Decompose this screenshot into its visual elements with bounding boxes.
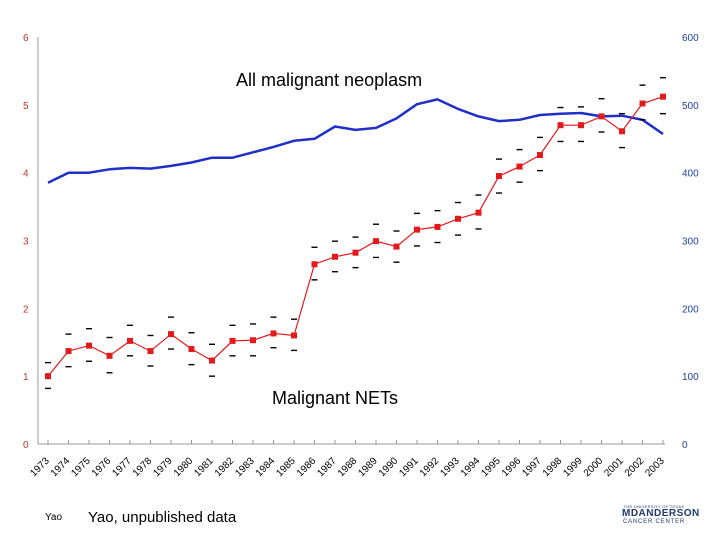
x-tick-label: 1976 [90, 455, 114, 479]
logo-line-1: THE UNIVERSITY OF TEXAS [623, 504, 685, 509]
data-point-nets [578, 122, 584, 129]
data-point-nets [106, 352, 113, 359]
data-point-nets [537, 152, 543, 159]
series-all-malignant [47, 98, 664, 184]
x-tick-label: 2003 [643, 455, 667, 479]
x-tick-label: 1988 [336, 455, 360, 479]
footer-credit: Yao, unpublished data [88, 509, 237, 526]
y-left-tick-label: 0 [23, 440, 29, 451]
x-tick-label: 1994 [459, 455, 483, 479]
data-point-nets [65, 348, 72, 355]
data-point-nets [270, 330, 277, 337]
series-malignant-nets [45, 76, 666, 390]
y-right-tick-label: 500 [682, 101, 699, 112]
x-tick-label: 1979 [151, 455, 175, 479]
x-tick-label: 1985 [274, 455, 298, 479]
data-point-nets [373, 238, 379, 245]
logo-line-2: MDANDERSON [622, 508, 700, 519]
x-tick-label: 1998 [541, 455, 565, 479]
data-point-nets [414, 226, 420, 233]
data-point-nets [496, 173, 502, 180]
data-point-nets [557, 122, 564, 129]
x-tick-label: 1978 [131, 455, 155, 479]
data-point-nets [352, 249, 359, 256]
data-point-nets [639, 100, 646, 107]
x-tick-label: 1980 [172, 455, 196, 479]
data-point-nets [619, 128, 625, 135]
x-tick-label: 1995 [479, 455, 503, 479]
annotation-all-malignant: All malignant neoplasm [236, 70, 422, 90]
data-point-nets [229, 337, 236, 344]
y-left-tick-label: 4 [23, 169, 29, 180]
x-tick-label: 1975 [69, 455, 93, 479]
data-point-nets [475, 209, 482, 216]
annotation-malignant-nets: Malignant NETs [272, 388, 398, 408]
x-tick-label: 1984 [254, 455, 278, 479]
data-point-nets [311, 261, 318, 268]
x-tick-label: 1974 [49, 455, 73, 479]
data-point-nets [127, 337, 133, 344]
data-point-nets [660, 93, 666, 100]
data-point-nets [168, 331, 174, 338]
y-left-tick-label: 5 [23, 101, 29, 112]
y-right-tick-label: 300 [682, 237, 699, 248]
data-point-nets [86, 342, 92, 349]
data-point-nets [393, 243, 400, 250]
x-tick-label: 1990 [377, 455, 401, 479]
y-right-tick-label: 100 [682, 372, 699, 383]
footer-small-label: Yao [45, 512, 63, 523]
data-point-nets [516, 163, 523, 170]
y-right-tick-label: 200 [682, 304, 699, 315]
x-tick-label: 1991 [397, 455, 421, 479]
data-point-nets [45, 373, 51, 380]
x-tick-label: 1992 [418, 455, 442, 479]
y-right-tick-label: 0 [682, 440, 688, 451]
y-left-tick-label: 1 [23, 372, 29, 383]
x-tick-label: 1981 [192, 455, 216, 479]
x-tick-label: 1997 [520, 455, 544, 479]
data-point-nets [434, 223, 441, 230]
x-tick-label: 2000 [582, 455, 606, 479]
x-tick-label: 1989 [356, 455, 380, 479]
x-tick-label: 1983 [233, 455, 257, 479]
x-tick-label: 1973 [28, 455, 52, 479]
y-left-tick-label: 3 [23, 237, 29, 248]
y-left-tick-label: 6 [23, 33, 29, 44]
x-tick-label: 1982 [213, 455, 237, 479]
x-tick-label: 1987 [315, 455, 339, 479]
data-point-nets [332, 253, 338, 260]
x-tick-label: 1999 [561, 455, 585, 479]
x-tick-label: 1993 [438, 455, 462, 479]
md-anderson-logo: THE UNIVERSITY OF TEXAS MDANDERSON CANCE… [622, 504, 700, 526]
y-left-tick-label: 2 [23, 304, 29, 315]
chart-axes [37, 37, 665, 445]
line-all-malignant [47, 98, 664, 184]
x-tick-label: 1996 [500, 455, 524, 479]
x-tick-label: 1977 [110, 455, 134, 479]
y-right-tick-label: 400 [682, 169, 699, 180]
x-tick-label: 2001 [602, 455, 626, 479]
data-point-nets [455, 215, 461, 222]
data-point-nets [188, 346, 195, 353]
data-point-nets [209, 357, 215, 364]
x-tick-label: 2002 [623, 455, 647, 479]
data-point-nets [291, 332, 297, 339]
data-point-nets [147, 348, 154, 355]
data-point-nets [598, 113, 605, 120]
data-point-nets [250, 337, 256, 344]
logo-line-3: CANCER CENTER [622, 519, 686, 525]
x-tick-label: 1986 [295, 455, 319, 479]
y-right-tick-label: 600 [682, 33, 699, 44]
chart-ticks: 0123456010020030040050060019731974197519… [23, 33, 699, 479]
